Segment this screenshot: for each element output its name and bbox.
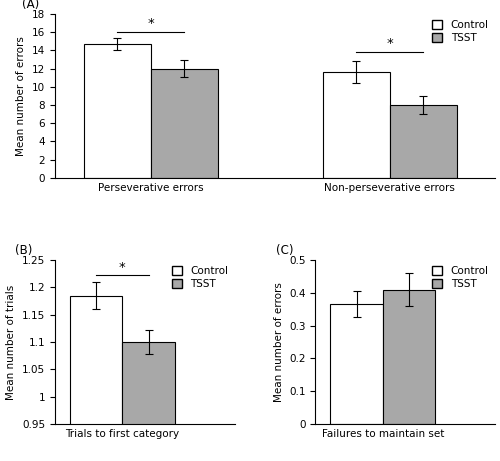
Bar — [323, 72, 390, 178]
Legend: Control, TSST: Control, TSST — [168, 262, 232, 294]
Y-axis label: Mean number of errors: Mean number of errors — [16, 36, 26, 156]
Bar — [150, 69, 218, 178]
Bar — [84, 44, 150, 178]
Bar — [383, 290, 435, 424]
Legend: Control, TSST: Control, TSST — [428, 262, 493, 294]
Bar — [330, 304, 383, 424]
Y-axis label: Mean number of errors: Mean number of errors — [274, 282, 283, 402]
Bar — [122, 342, 174, 461]
Text: (C): (C) — [276, 244, 293, 257]
Text: (A): (A) — [22, 0, 39, 11]
Text: *: * — [386, 37, 393, 50]
Text: (B): (B) — [16, 244, 33, 257]
Bar — [390, 105, 456, 178]
Y-axis label: Mean number of trials: Mean number of trials — [6, 284, 16, 400]
Bar — [70, 296, 122, 461]
Text: *: * — [148, 17, 154, 30]
Legend: Control, TSST: Control, TSST — [428, 16, 493, 47]
Text: *: * — [119, 261, 126, 274]
